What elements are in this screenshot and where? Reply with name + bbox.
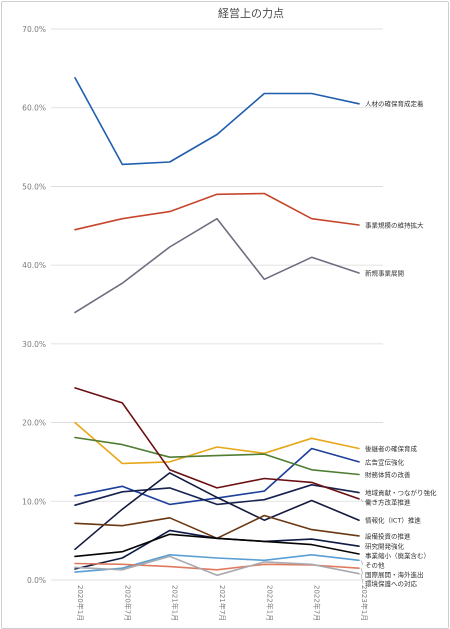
series-label-leader [360, 573, 364, 584]
series-label: 働き方改革推進 [365, 497, 411, 506]
series-line [74, 555, 360, 577]
series-line [74, 483, 360, 507]
series-line [74, 192, 360, 231]
chart-title: 経営上の力点 [218, 6, 284, 20]
x-tick-label: 2020年7月 [123, 585, 132, 621]
series-label: 研究開発強化 [365, 542, 405, 551]
y-axis-ticks: 0.0% 10.0% 20.0% 30.0% 40.0% 50.0% 60.0% 70.0% [22, 25, 46, 585]
y-tick-label: 60.0% [22, 104, 46, 113]
series-line [74, 436, 360, 476]
series-label: 財務体質の改善 [365, 470, 411, 479]
series-lines [74, 77, 360, 577]
series-line [74, 217, 360, 314]
x-tick-label: 2023年1月 [360, 585, 369, 621]
series-label-leader [360, 560, 364, 566]
y-tick-label: 50.0% [22, 182, 46, 191]
series-label: 設備投資の推進 [365, 531, 411, 540]
y-tick-label: 40.0% [22, 261, 46, 270]
series-line [74, 553, 360, 573]
series-line [74, 529, 360, 570]
series-label: 後継者の確保育成 [365, 444, 418, 453]
series-label-leader [360, 498, 364, 503]
series-label: 人材の確保育成定着 [365, 99, 424, 108]
series-line [74, 387, 360, 500]
series-label: 地域貢献・つながり強化 [365, 488, 437, 497]
y-tick-label: 10.0% [22, 497, 46, 506]
series-label: 事業縮小（廃業含む） [365, 551, 430, 560]
series-line [74, 421, 360, 465]
series-line [74, 514, 360, 540]
x-axis-ticks: 2020年1月 2020年7月 2021年1月 2021年7月 2022年1月 2022年… [76, 585, 369, 621]
x-tick-label: 2022年7月 [313, 585, 322, 621]
x-tick-label: 2021年7月 [218, 585, 227, 621]
series-label: 新規事業展開 [365, 268, 404, 277]
series-label: 広告宣伝強化 [365, 457, 405, 466]
series-line [74, 447, 360, 506]
x-tick-label: 2020年1月 [76, 585, 85, 621]
series-labels: 人材の確保育成定着事業規模の維持拡大新規事業展開後継者の確保育成広告宣伝強化財務… [360, 99, 437, 588]
x-tick-label: 2022年1月 [265, 585, 274, 621]
x-tick-label: 2021年1月 [171, 585, 180, 621]
series-line [74, 533, 360, 558]
series-label: 国際展開・海外進出 [365, 570, 424, 579]
y-tick-label: 30.0% [22, 340, 46, 349]
series-line [74, 472, 360, 551]
y-tick-label: 20.0% [22, 419, 46, 428]
y-tick-label: 0.0% [27, 576, 46, 585]
series-label: 情報化（ICT）推進 [365, 516, 421, 525]
series-line [74, 77, 360, 166]
series-label-leader [360, 568, 364, 575]
series-label: 事業規模の維持拡大 [365, 220, 424, 229]
gridlines [51, 28, 383, 581]
series-label: 環境保護への対応 [365, 579, 418, 588]
series-label: その他 [365, 560, 385, 569]
y-tick-label: 70.0% [22, 25, 46, 34]
